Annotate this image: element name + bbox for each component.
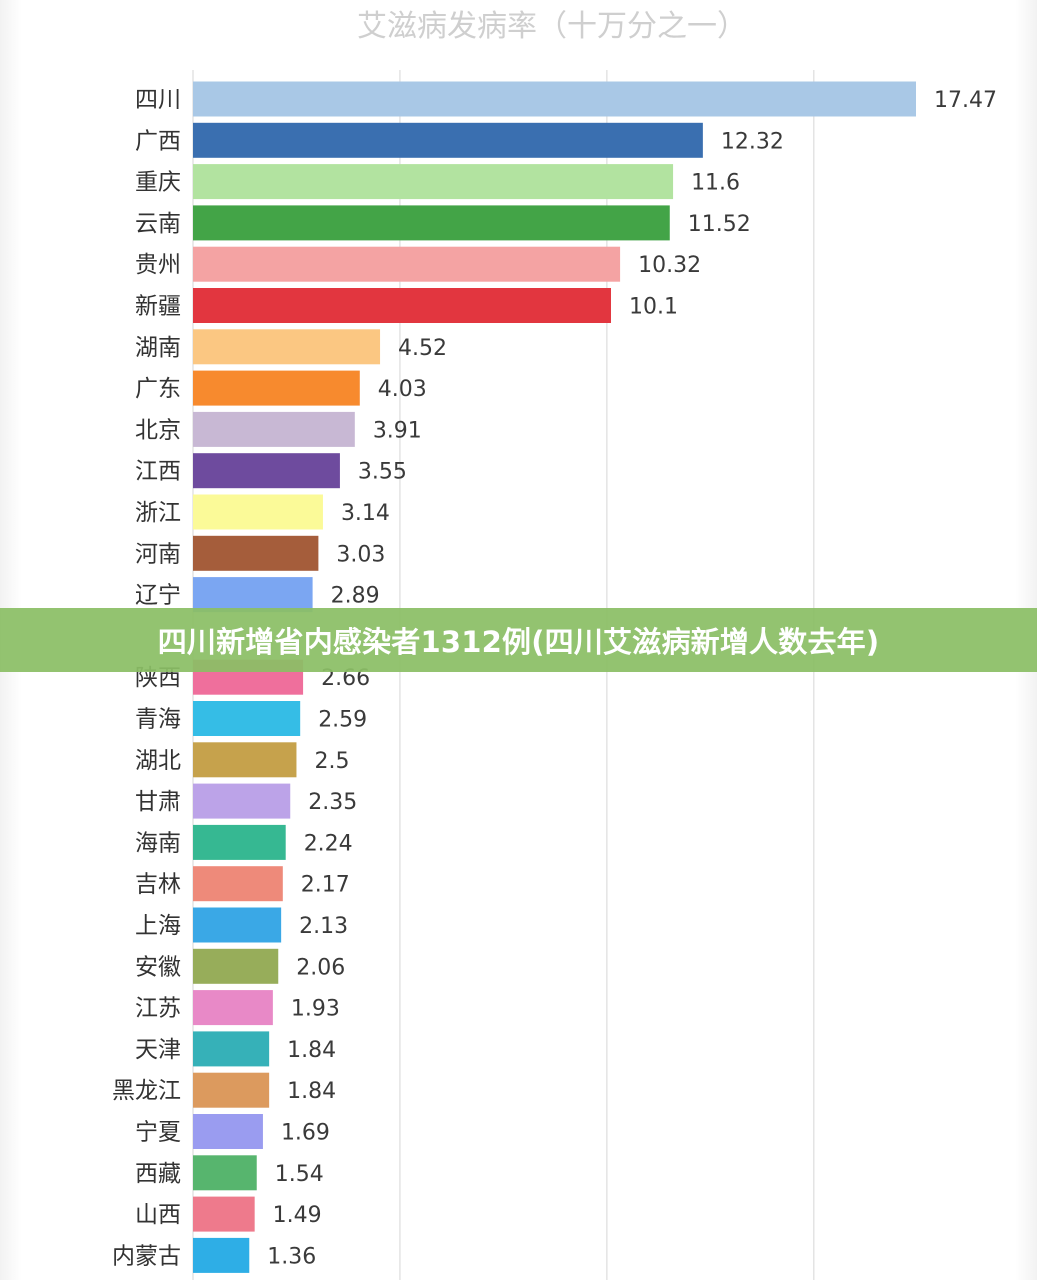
bar [193,246,621,282]
value-label: 1.36 [267,1244,316,1269]
bar [193,1237,250,1273]
bar [193,288,611,323]
category-label: 海南 [135,830,181,856]
category-label: 云南 [135,211,181,237]
value-label: 3.91 [373,418,422,443]
category-label: 辽宁 [135,583,181,609]
banner-text: 四川新增省内感染者1312例(四川艾滋病新增人数去年) [157,625,880,659]
value-label: 11.52 [688,212,751,237]
bar [193,164,674,200]
value-label: 1.84 [287,1079,336,1104]
value-label: 10.32 [638,253,701,278]
value-label: 1.54 [275,1162,324,1187]
value-label: 3.55 [358,460,407,485]
category-label: 江苏 [135,996,181,1022]
category-label: 广西 [135,128,181,154]
value-label: 2.17 [301,873,350,898]
value-label: 2.59 [318,708,367,733]
value-label: 3.03 [336,542,385,567]
category-label: 广东 [135,376,181,402]
category-label: 西藏 [135,1161,181,1187]
value-label: 1.84 [287,1038,336,1063]
value-label: 2.06 [296,955,345,980]
value-label: 3.14 [341,501,390,526]
bar [193,577,313,613]
bar [193,329,381,365]
category-label: 甘肃 [135,789,181,815]
value-label: 1.93 [291,997,340,1022]
value-label: 2.5 [314,749,349,774]
category-label: 贵州 [135,252,181,278]
category-label: 内蒙古 [112,1243,181,1269]
bar [193,494,323,530]
category-label: 黑龙江 [112,1078,181,1104]
labels: 四川 17.47 广西 12.32 重庆 11.6 云南 11.52 贵州 10.32 新疆 10.1… [112,87,997,1269]
bar [193,701,301,736]
bar [193,783,291,819]
category-label: 湖南 [135,335,181,361]
category-label: 安徽 [135,954,181,980]
category-label: 江西 [135,459,181,485]
value-label: 1.49 [273,1203,322,1228]
bar [193,1072,270,1108]
category-label: 天津 [135,1037,181,1063]
bar [193,122,703,158]
category-label: 吉林 [135,872,181,898]
value-label: 17.47 [934,88,997,113]
value-label: 10.1 [629,295,678,320]
bar [193,866,283,902]
bar [193,81,916,117]
bar [193,824,286,860]
bar [193,948,279,984]
bar [193,1196,255,1232]
bar [193,453,340,489]
value-label: 2.24 [304,831,353,856]
category-label: 四川 [135,87,181,113]
category-label: 河南 [135,541,181,567]
value-label: 11.6 [691,171,740,196]
bar [193,1031,270,1067]
bar [193,907,282,943]
title-banner: 四川新增省内感染者1312例(四川艾滋病新增人数去年) [0,608,1037,672]
value-label: 4.03 [378,377,427,402]
bar [193,1155,257,1191]
category-label: 青海 [135,707,181,733]
value-label: 4.52 [398,336,447,361]
bar [193,1114,263,1149]
bar [193,742,297,778]
value-label: 12.32 [721,129,784,154]
bar [193,205,670,241]
category-label: 重庆 [135,170,181,196]
category-label: 新疆 [135,294,181,320]
category-label: 湖北 [135,748,181,774]
category-label: 宁夏 [135,1120,181,1146]
bar [193,370,360,406]
value-label: 1.69 [281,1121,330,1146]
bar [193,990,273,1026]
bar [193,535,319,571]
value-label: 2.35 [308,790,357,815]
value-label: 2.13 [299,914,348,939]
category-label: 北京 [135,417,181,443]
category-label: 上海 [135,913,181,939]
category-label: 山西 [135,1202,181,1228]
value-label: 2.89 [331,584,380,609]
category-label: 浙江 [135,500,181,526]
bars [193,81,916,1273]
bar [193,411,355,447]
chart-title: 艾滋病发病率（十万分之一） [357,9,747,44]
